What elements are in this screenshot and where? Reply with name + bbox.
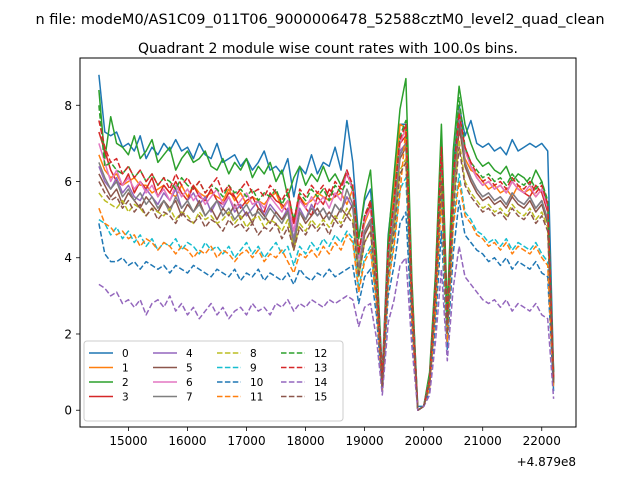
series-line-9 xyxy=(98,173,555,411)
legend-label-10: 10 xyxy=(250,377,263,389)
legend-label-11: 11 xyxy=(250,391,263,403)
x-tick-label: 17000 xyxy=(227,434,265,448)
y-axis: 0 2 4 6 8 xyxy=(64,99,80,418)
x-tick-label: 22000 xyxy=(523,434,561,448)
x-tick-label: 20000 xyxy=(405,434,443,448)
series-line-5 xyxy=(98,123,555,411)
series-line-12 xyxy=(98,96,555,411)
x-tick-label: 15000 xyxy=(109,434,147,448)
plot-area-frame xyxy=(79,57,577,428)
legend-label-3: 3 xyxy=(122,391,129,403)
series-line-13 xyxy=(98,112,555,411)
y-tick-label: 0 xyxy=(64,404,72,418)
y-tick-label: 8 xyxy=(64,99,72,113)
y-tick-label: 2 xyxy=(64,327,72,341)
series-line-7 xyxy=(98,108,555,411)
legend-label-6: 6 xyxy=(186,377,193,389)
x-tick-label: 18000 xyxy=(286,434,324,448)
x-axis-offset-label: +4.879e8 xyxy=(517,455,576,469)
legend-label-1: 1 xyxy=(122,362,129,374)
series-line-0 xyxy=(98,74,555,408)
series-line-2 xyxy=(98,77,555,411)
x-axis: 15000 16000 17000 18000 19000 20000 21000 22000 xyxy=(109,427,561,448)
legend-label-4: 4 xyxy=(186,348,193,360)
legend-box xyxy=(83,340,344,422)
x-tick-label: 21000 xyxy=(464,434,502,448)
series-layer xyxy=(98,74,555,411)
legend-label-8: 8 xyxy=(250,348,257,360)
series-line-8 xyxy=(98,138,555,411)
legend-label-9: 9 xyxy=(250,362,257,374)
legend-label-7: 7 xyxy=(186,391,193,403)
legend-label-15: 15 xyxy=(314,391,327,403)
figure-suptitle: n file: modeM0/AS1C09_011T06_9000006478_… xyxy=(35,12,604,28)
series-line-11 xyxy=(98,127,555,411)
chart-title: Quadrant 2 module wise count rates with … xyxy=(138,41,518,57)
series-line-14 xyxy=(98,245,555,411)
x-tick-label: 16000 xyxy=(168,434,206,448)
x-tick-label: 19000 xyxy=(346,434,384,448)
legend-label-2: 2 xyxy=(122,377,129,389)
y-tick-label: 4 xyxy=(64,251,72,265)
legend-label-5: 5 xyxy=(186,362,193,374)
series-line-15 xyxy=(98,146,555,411)
legend-label-14: 14 xyxy=(314,377,328,389)
legend-label-13: 13 xyxy=(314,362,327,374)
series-line-10 xyxy=(98,199,555,411)
legend-label-12: 12 xyxy=(314,348,327,360)
y-tick-label: 6 xyxy=(64,175,72,189)
legend-label-0: 0 xyxy=(122,348,129,360)
